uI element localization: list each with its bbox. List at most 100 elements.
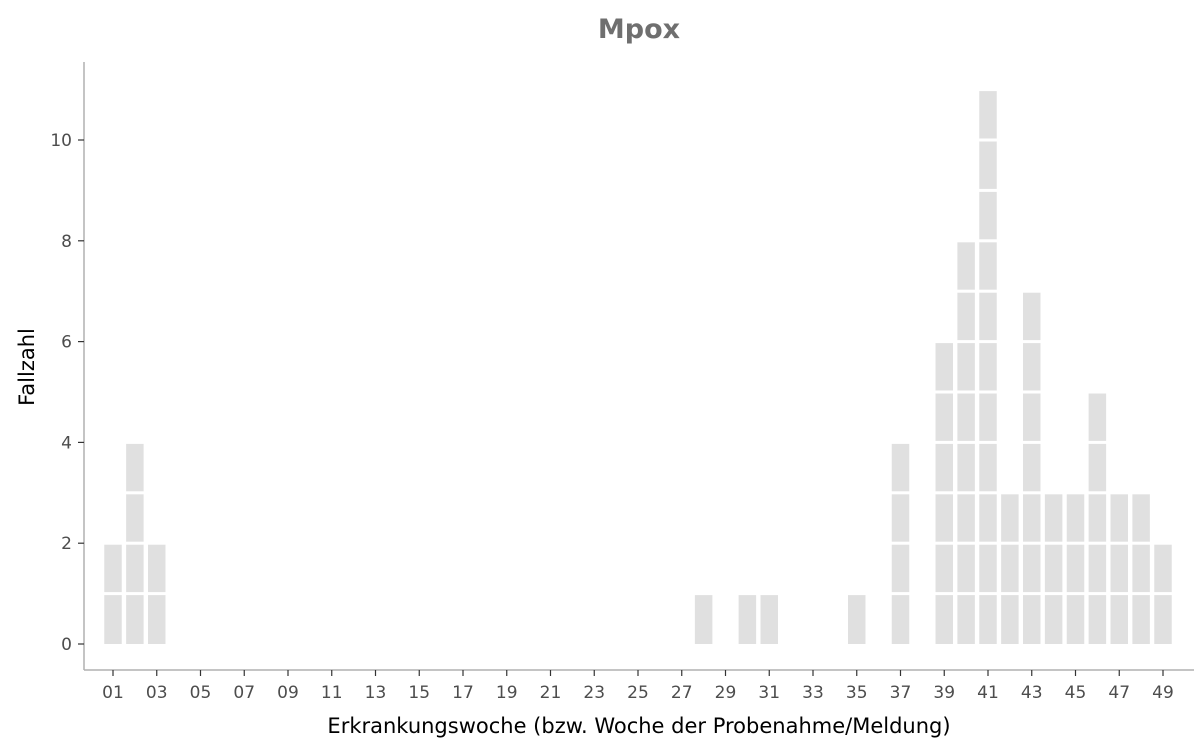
bar-cell — [979, 595, 997, 644]
bar — [1154, 544, 1172, 644]
bar — [738, 595, 757, 644]
bar — [1132, 494, 1150, 644]
x-tick-label: 05 — [190, 683, 212, 703]
bar — [1088, 393, 1107, 644]
bar-cell — [891, 595, 910, 644]
bar-cell — [1088, 393, 1107, 441]
bar-cell — [957, 443, 975, 492]
x-tick-label: 37 — [890, 683, 912, 703]
bar-cell — [957, 393, 975, 441]
bar-cell — [935, 393, 953, 441]
y-tick-label: 8 — [61, 232, 72, 252]
bar-cell — [979, 191, 997, 240]
bar-cell — [126, 595, 144, 644]
x-tick-label: 19 — [496, 683, 518, 703]
bar-cell — [957, 494, 975, 542]
bar-cell — [935, 595, 953, 644]
x-tick-label: 41 — [977, 683, 999, 703]
y-axis-ticks: 0 2 4 6 8 10 — [50, 131, 84, 655]
bar-cell — [126, 443, 144, 492]
bar-cell — [979, 141, 997, 189]
x-tick-label: 13 — [365, 683, 387, 703]
bar-cell — [935, 494, 953, 542]
bar-cell — [1110, 544, 1128, 593]
bar-cell — [1001, 544, 1019, 593]
bar-cell — [979, 544, 997, 593]
bar-cell — [1044, 595, 1063, 644]
bar — [957, 242, 975, 644]
y-axis-title: Fallzahl — [15, 328, 39, 406]
bar-cell — [104, 595, 122, 644]
x-tick-label: 09 — [277, 683, 299, 703]
bar — [760, 595, 778, 644]
bar-cell — [1023, 292, 1041, 341]
bar-cell — [891, 544, 910, 593]
bar-cell — [979, 343, 997, 391]
bar-cell — [1132, 494, 1150, 542]
bar-cell — [1044, 544, 1063, 593]
bar-cell — [935, 443, 953, 492]
bar-cell — [891, 494, 910, 542]
x-tick-label: 39 — [933, 683, 955, 703]
x-tick-label: 49 — [1152, 683, 1174, 703]
bar-cell — [1132, 544, 1150, 593]
bar-cell — [1023, 443, 1041, 492]
bar-cell — [1001, 595, 1019, 644]
x-tick-label: 43 — [1021, 683, 1043, 703]
bar-cell — [1066, 595, 1085, 644]
bar — [935, 343, 953, 644]
bar-cell — [104, 544, 122, 593]
x-tick-label: 15 — [408, 683, 430, 703]
bar-cell — [1066, 544, 1085, 593]
x-tick-label: 29 — [715, 683, 737, 703]
x-tick-label: 11 — [321, 683, 343, 703]
y-tick-label: 2 — [61, 534, 72, 554]
bar-cell — [957, 544, 975, 593]
bar-cell — [738, 595, 757, 644]
bar-cell — [891, 443, 910, 492]
bar-cell — [1066, 494, 1085, 542]
y-tick-label: 0 — [61, 635, 72, 655]
x-tick-label: 47 — [1108, 683, 1130, 703]
bar-cell — [1154, 544, 1172, 593]
bar-cell — [979, 494, 997, 542]
x-tick-label: 33 — [802, 683, 824, 703]
bar — [1066, 494, 1085, 644]
bar — [1001, 494, 1019, 644]
x-tick-label: 45 — [1065, 683, 1087, 703]
y-tick-label: 4 — [61, 433, 72, 453]
bar-cell — [1023, 544, 1041, 593]
x-tick-label: 35 — [846, 683, 868, 703]
bar-cell — [957, 595, 975, 644]
x-tick-label: 23 — [583, 683, 605, 703]
bar-cell — [148, 544, 166, 593]
bar — [148, 544, 166, 644]
bar-cell — [1154, 595, 1172, 644]
bar-cell — [1088, 494, 1107, 542]
bar-cell — [1110, 494, 1128, 542]
bar-cell — [957, 292, 975, 341]
bar — [848, 595, 866, 644]
bar-cell — [1044, 494, 1063, 542]
bar — [891, 443, 910, 644]
bar — [104, 544, 122, 644]
x-tick-label: 27 — [671, 683, 693, 703]
bar-cell — [1088, 595, 1107, 644]
bar-cell — [1023, 494, 1041, 542]
bar-cell — [979, 393, 997, 441]
bar-cell — [1088, 443, 1107, 492]
y-tick-label: 6 — [61, 333, 72, 353]
bar-cell — [979, 443, 997, 492]
bar-cell — [935, 544, 953, 593]
bar-cell — [1023, 393, 1041, 441]
bar — [1110, 494, 1128, 644]
bar-cell — [1110, 595, 1128, 644]
bar — [126, 443, 144, 644]
bar-cell — [979, 292, 997, 341]
x-tick-label: 07 — [233, 683, 255, 703]
bar-cell — [979, 91, 997, 139]
x-tick-label: 17 — [452, 683, 474, 703]
bars — [104, 91, 1172, 644]
bar-cell — [1132, 595, 1150, 644]
